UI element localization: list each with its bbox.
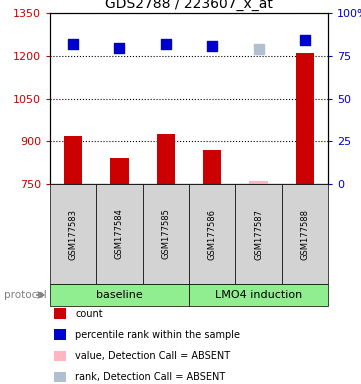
Bar	[110, 159, 129, 184]
Text: GSM177587: GSM177587	[254, 209, 263, 260]
Text: GSM177588: GSM177588	[300, 209, 309, 260]
Point	[209, 43, 215, 49]
Text: rank, Detection Call = ABSENT: rank, Detection Call = ABSENT	[75, 372, 226, 382]
Text: GSM177583: GSM177583	[69, 209, 78, 260]
Text: protocol: protocol	[4, 290, 47, 300]
Text: baseline: baseline	[96, 290, 143, 300]
Point	[302, 37, 308, 43]
Text: percentile rank within the sample: percentile rank within the sample	[75, 330, 240, 340]
Point	[70, 41, 76, 47]
Point	[256, 46, 261, 52]
Bar	[249, 180, 268, 184]
Bar	[157, 134, 175, 184]
Point	[163, 41, 169, 47]
Bar	[296, 53, 314, 184]
Text: LMO4 induction: LMO4 induction	[215, 290, 302, 300]
Text: GSM177586: GSM177586	[208, 209, 217, 260]
Point	[117, 45, 122, 51]
Text: GSM177584: GSM177584	[115, 209, 124, 260]
Text: GSM177585: GSM177585	[161, 209, 170, 260]
Bar	[203, 151, 221, 184]
Bar	[64, 136, 82, 184]
Title: GDS2788 / 223607_x_at: GDS2788 / 223607_x_at	[105, 0, 273, 11]
Text: count: count	[75, 309, 103, 319]
Text: value, Detection Call = ABSENT: value, Detection Call = ABSENT	[75, 351, 230, 361]
